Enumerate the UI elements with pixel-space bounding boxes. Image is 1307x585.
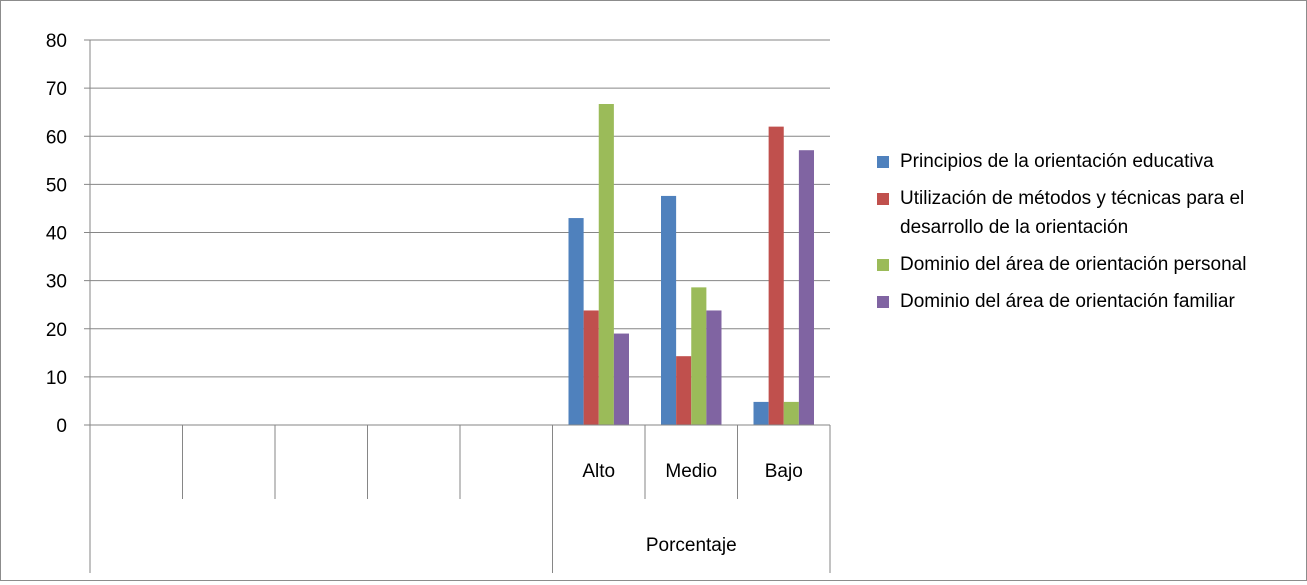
legend-label: Principios de la orientación educativa	[900, 151, 1214, 172]
legend-item-dominio-personal: Dominio del área de orientación personal	[877, 250, 1297, 279]
y-tick-label: 0	[56, 416, 67, 437]
y-tick-label: 40	[46, 224, 67, 245]
legend-item-principios: Principios de la orientación educativa	[877, 147, 1297, 176]
bars	[568, 104, 814, 426]
x-group-label: Porcentaje	[646, 535, 737, 556]
legend-swatch	[877, 156, 889, 168]
bar	[661, 195, 677, 425]
x-tick-label: Bajo	[765, 461, 803, 482]
gridlines	[90, 39, 830, 378]
legend: Principios de la orientación educativa U…	[877, 147, 1297, 324]
bar	[583, 310, 599, 425]
legend-label: Utilización de métodos y técnicas para e…	[900, 188, 1245, 238]
y-tick-label: 10	[46, 368, 67, 389]
bar	[706, 310, 722, 425]
bar	[783, 401, 799, 425]
legend-swatch	[877, 193, 889, 205]
bar	[753, 401, 769, 425]
x-tick-label: Medio	[665, 461, 717, 482]
y-tick-label: 60	[46, 127, 67, 148]
y-tick-label: 20	[46, 320, 67, 341]
x-axis: Alto Medio Bajo Porcentaje	[89, 424, 831, 573]
bar	[768, 126, 784, 425]
legend-item-dominio-familiar: Dominio del área de orientación familiar	[877, 287, 1297, 316]
legend-swatch	[877, 259, 889, 271]
bar	[676, 356, 692, 425]
legend-swatch	[877, 296, 889, 308]
bar	[798, 150, 814, 426]
y-tick-label: 50	[46, 175, 67, 196]
legend-label: Dominio del área de orientación familiar	[900, 291, 1235, 312]
y-axis: 0 10 20 30 40 50 60 70 80	[46, 31, 91, 437]
legend-item-utilizacion: Utilización de métodos y técnicas para e…	[877, 184, 1297, 242]
bar	[598, 104, 614, 425]
y-tick-label: 70	[46, 79, 67, 100]
y-tick-label: 30	[46, 272, 67, 293]
legend-label: Dominio del área de orientación personal	[900, 254, 1247, 275]
x-tick-label: Alto	[582, 461, 615, 482]
bar	[613, 333, 629, 425]
bar	[691, 287, 707, 425]
bar	[568, 218, 584, 425]
y-tick-label: 80	[46, 31, 67, 52]
